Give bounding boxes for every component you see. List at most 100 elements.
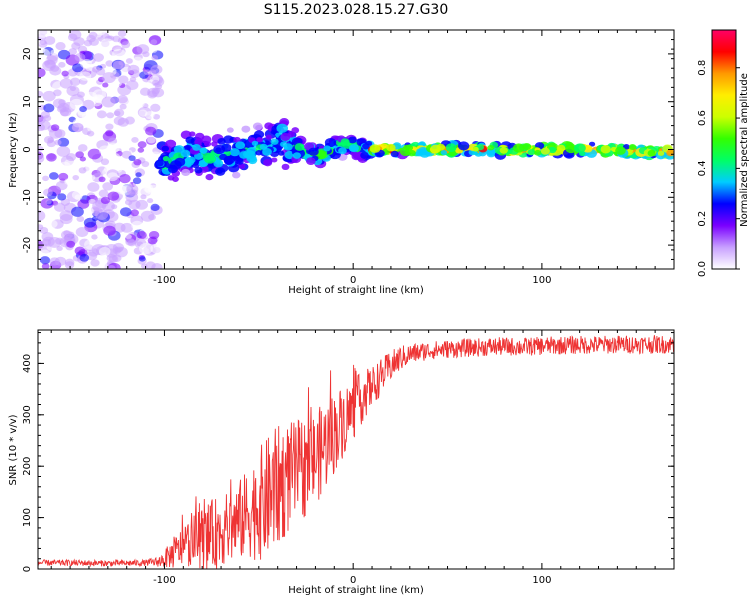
spectrogram-cell xyxy=(40,249,50,257)
spectrogram-cell xyxy=(92,89,107,101)
spectrogram-cell xyxy=(96,110,107,119)
spectrogram-cell xyxy=(417,146,429,156)
spectrogram-cell xyxy=(136,44,150,55)
spectrogram-cell xyxy=(223,135,234,144)
spectrogram-cell xyxy=(125,58,133,64)
spectrogram-cell xyxy=(194,166,203,174)
spectrogram-cell xyxy=(170,160,182,170)
spectrogram-cell xyxy=(281,163,290,171)
spectrogram-cell xyxy=(147,87,159,98)
spectrogram-cell xyxy=(86,208,94,214)
spectrogram-cell xyxy=(38,224,44,230)
spectrogram-cell xyxy=(135,199,148,210)
spectrogram-cell xyxy=(77,91,85,98)
spectrogram-cell xyxy=(79,71,92,81)
spectrogram-ylabel: Frequency (Hz) xyxy=(8,112,19,188)
spectrogram-cell xyxy=(60,109,69,117)
spectrogram-cell xyxy=(188,131,196,137)
spectrogram-cell xyxy=(390,150,399,158)
spectrogram-cell xyxy=(150,39,158,45)
spectrogram-cell xyxy=(86,115,98,125)
spectrogram-cell xyxy=(265,134,272,140)
spectrogram-cell xyxy=(360,151,369,159)
spectrogram-cell xyxy=(112,242,125,252)
spectrogram-cell xyxy=(54,202,66,212)
spectrogram-cell xyxy=(56,245,63,252)
spectrogram-cell xyxy=(55,42,66,51)
spectrogram-cell xyxy=(512,143,525,153)
spectrogram-cell xyxy=(128,32,137,39)
spectrogram-cell xyxy=(75,151,84,159)
spectrogram-cell xyxy=(136,231,147,239)
spectrogram-cell xyxy=(86,34,96,43)
spectrogram-cell xyxy=(323,145,331,152)
spectrogram-cell xyxy=(135,172,142,178)
spectrogram-cell xyxy=(148,230,160,240)
spectrogram-cell xyxy=(74,52,86,62)
spectrogram-cell xyxy=(565,143,577,154)
spectrogram-cell xyxy=(94,209,109,220)
spectrogram-cell xyxy=(119,207,132,217)
spectrogram-cell xyxy=(139,243,153,255)
spectrogram-cell xyxy=(271,157,278,163)
spectrogram-cell xyxy=(91,234,98,240)
spectrogram-cell xyxy=(229,148,240,157)
spectrogram-cell xyxy=(127,64,140,75)
spectrogram-cell xyxy=(93,53,104,62)
spectrogram-cell xyxy=(103,225,116,236)
spectrogram-cell xyxy=(50,49,58,56)
spectrogram-cell xyxy=(106,112,115,119)
spectrogram-cell xyxy=(574,143,586,153)
snr-ticks: -100 0 100 0 100 200 300 400 xyxy=(22,330,675,586)
spectrogram-cell xyxy=(140,210,155,222)
spectrogram-cell xyxy=(68,30,82,40)
spectrogram-cell xyxy=(143,69,152,76)
spectrogram-cell xyxy=(106,142,120,154)
spectrogram-cell xyxy=(66,240,76,248)
spectrogram-cell xyxy=(42,175,49,182)
spectrogram-cell xyxy=(64,159,75,168)
spectrogram-cell xyxy=(39,256,51,265)
spectrogram-cell xyxy=(143,184,154,193)
spectrogram-ytick-label: 10 xyxy=(22,95,33,108)
snr-xtick-label: -100 xyxy=(153,575,176,586)
spectrogram-cell xyxy=(224,158,233,166)
spectrogram-cell xyxy=(71,190,84,200)
spectrogram-cell xyxy=(88,174,96,181)
spectrogram-cell xyxy=(430,144,442,154)
spectrogram-cell xyxy=(90,259,100,267)
spectrogram-cell xyxy=(440,149,448,156)
spectrogram-cell xyxy=(118,75,129,84)
spectrogram-cell xyxy=(98,176,106,183)
spectrogram-cell xyxy=(55,180,68,191)
spectrogram-cell xyxy=(47,237,62,248)
spectrogram-cell xyxy=(72,63,84,73)
spectrogram-cell xyxy=(112,35,121,43)
spectrogram-cell xyxy=(79,156,86,162)
spectrogram-cell xyxy=(79,106,87,113)
spectrogram-cell xyxy=(278,150,285,156)
spectrogram-cell xyxy=(137,141,147,149)
spectrogram-cell xyxy=(50,124,60,131)
spectrogram-cell xyxy=(270,138,279,145)
spectrogram-cell xyxy=(77,199,90,209)
spectrogram-cell xyxy=(71,221,80,228)
spectrogram-cell xyxy=(59,210,74,222)
spectrogram-cell xyxy=(253,130,265,139)
spectrogram-cell xyxy=(120,222,134,233)
spectrogram-cell xyxy=(145,126,157,136)
spectrogram-cell xyxy=(204,154,216,164)
spectrogram-cell xyxy=(283,143,293,151)
colorbar-bar xyxy=(711,29,737,270)
spectrogram-marks xyxy=(38,30,674,269)
spectrogram-cell xyxy=(306,157,316,166)
spectrogram-cell xyxy=(133,35,143,44)
spectrogram-cell xyxy=(47,137,55,143)
spectrogram-cell xyxy=(100,196,111,205)
spectrogram-cell xyxy=(150,103,161,112)
spectrogram-cell xyxy=(201,135,212,144)
spectrogram-cell xyxy=(121,41,131,49)
spectrogram-cell xyxy=(49,207,57,214)
